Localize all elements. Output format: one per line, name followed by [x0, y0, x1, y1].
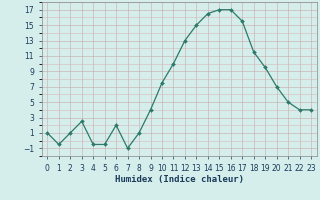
X-axis label: Humidex (Indice chaleur): Humidex (Indice chaleur) [115, 175, 244, 184]
